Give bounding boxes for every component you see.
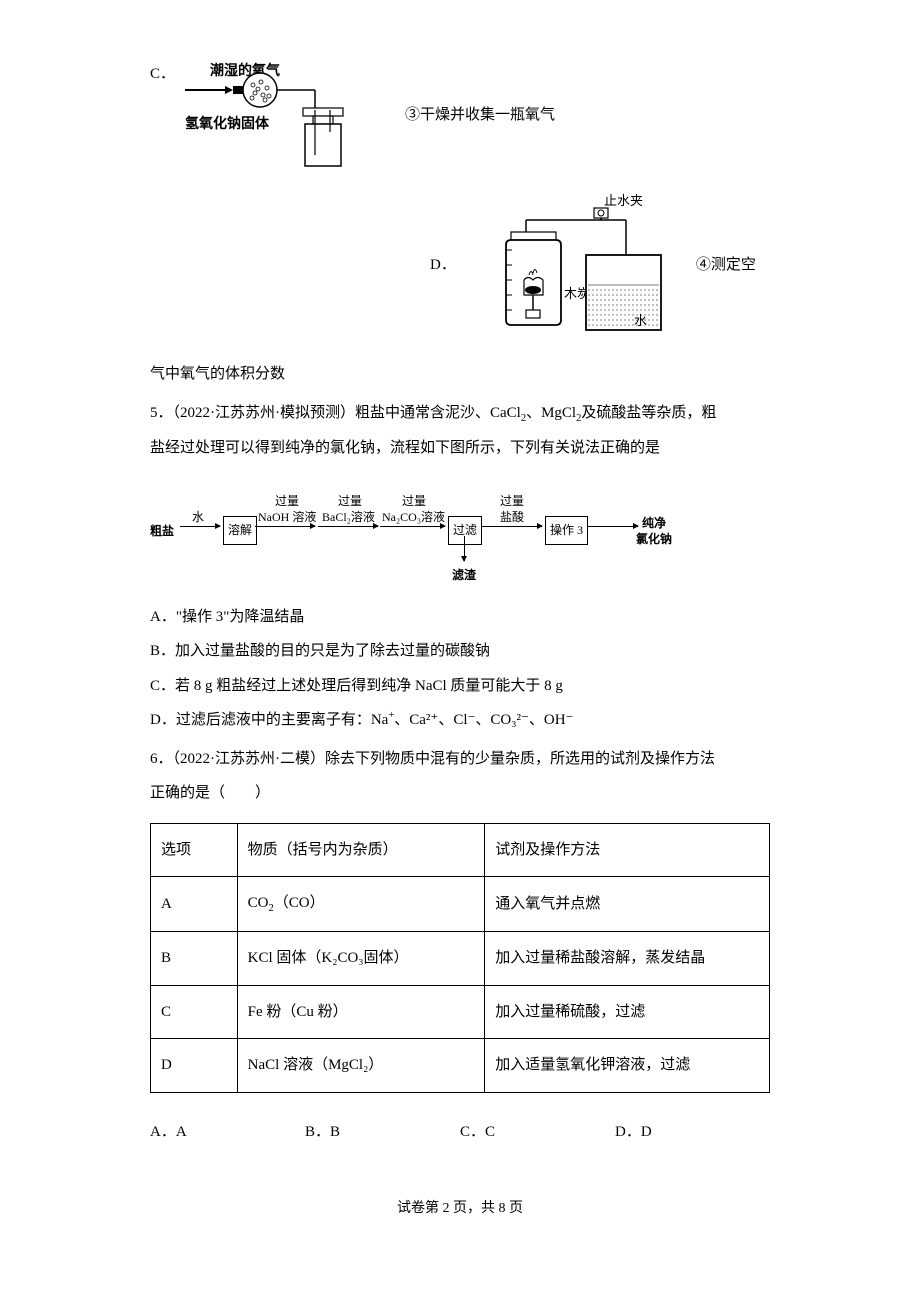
- q5-intro-mid: 、MgCl: [526, 405, 576, 421]
- q5-optd-ions: 、Ca²⁺、Cl⁻、CO₃²⁻、OH⁻: [394, 712, 573, 728]
- mat-a-main: CO: [248, 895, 269, 911]
- flow-dissolve: 溶解: [223, 516, 257, 545]
- q5-intro-line1: 5．（2022·江苏苏州·模拟预测）粗盐中通常含泥沙、CaCl2、MgCl2及硫…: [150, 399, 770, 429]
- table-row: A CO2（CO） 通入氧气并点燃: [151, 877, 770, 932]
- flow-naoh-bot: NaOH 溶液: [258, 506, 316, 529]
- cell-opt-d: D: [151, 1039, 238, 1093]
- cell-method-d: 加入适量氢氧化钾溶液，过滤: [485, 1039, 770, 1093]
- arrow-6: [588, 526, 638, 527]
- option-c-content: 潮湿的氧气 氢氧化钠固体 ③干燥并收集一瓶氧气: [185, 60, 555, 170]
- choice-d: D．D: [615, 1118, 770, 1147]
- cell-method-c: 加入过量稀硫酸，过滤: [485, 985, 770, 1039]
- q6-intro-line2: 正确的是（ ）: [150, 779, 770, 808]
- cell-method-a: 通入氧气并点燃: [485, 877, 770, 932]
- cell-opt-c: C: [151, 985, 238, 1039]
- cell-opt-a: A: [151, 877, 238, 932]
- diagram-charcoal-water: 止水夹 木炭: [486, 190, 676, 340]
- clamp-label: 止水夹: [604, 193, 643, 208]
- option-d-letter: D．: [430, 251, 456, 280]
- choice-a: A．A: [150, 1118, 305, 1147]
- option-c-desc: ③干燥并收集一瓶氧气: [405, 101, 555, 130]
- diagram-naoh-drying: 潮湿的氧气 氢氧化钠固体: [185, 60, 385, 170]
- header-method: 试剂及操作方法: [485, 823, 770, 877]
- flow-start: 粗盐: [150, 520, 174, 543]
- header-option: 选项: [151, 823, 238, 877]
- arrow-down: [464, 536, 465, 561]
- flow-filter: 过滤: [448, 516, 482, 545]
- flow-end-bot: 氯化钠: [636, 528, 672, 551]
- cell-mat-a: CO2（CO）: [237, 877, 485, 932]
- water-label: 水: [634, 313, 647, 328]
- option-c-letter: C．: [150, 60, 175, 89]
- q6-intro-line1: 6．（2022·江苏苏州·二模）除去下列物质中混有的少量杂质，所选用的试剂及操作…: [150, 745, 770, 774]
- q5-intro-line2: 盐经过处理可以得到纯净的氯化钠，流程如下图所示，下列有关说法正确的是: [150, 434, 770, 463]
- q5-intro-end: 及硫酸盐等杂质，粗: [581, 405, 716, 421]
- naoh-solid-label: 氢氧化钠固体: [185, 115, 270, 132]
- choice-b: B．B: [305, 1118, 460, 1147]
- table-row: B KCl 固体（K₂CO₃固体） 加入过量稀盐酸溶解，蒸发结晶: [151, 932, 770, 986]
- q5-continuation: 气中氧气的体积分数: [150, 360, 770, 389]
- page-footer: 试卷第 2 页，共 8 页: [150, 1196, 770, 1223]
- flow-op3: 操作 3: [545, 516, 588, 545]
- option-c-row: C． 潮湿的氧气 氢氧化钠固体: [150, 60, 770, 170]
- option-d-row: D． 止水夹 木炭: [430, 190, 770, 340]
- cell-opt-b: B: [151, 932, 238, 986]
- q5-flow-diagram: 粗盐 水 溶解 过量 NaOH 溶液 过量 BaCl₂溶液 过量 Na₂CO₃溶…: [150, 478, 770, 588]
- q5-intro-text1: 5．（2022·江苏苏州·模拟预测）粗盐中通常含泥沙、CaCl: [150, 405, 521, 421]
- flow-residue: 滤渣: [452, 564, 476, 587]
- table-row: D NaCl 溶液（MgCl₂） 加入适量氢氧化钾溶液，过滤: [151, 1039, 770, 1093]
- table-row: C Fe 粉（Cu 粉） 加入过量稀硫酸，过滤: [151, 985, 770, 1039]
- q6-choices: A．A B．B C．C D．D: [150, 1118, 770, 1147]
- q5-option-d: D．过滤后滤液中的主要离子有：Na+、Ca²⁺、Cl⁻、CO₃²⁻、OH⁻: [150, 706, 770, 735]
- cell-mat-c: Fe 粉（Cu 粉）: [237, 985, 485, 1039]
- q5-optd-pre: D．过滤后滤液中的主要离子有：Na: [150, 712, 388, 728]
- table-header-row: 选项 物质（括号内为杂质） 试剂及操作方法: [151, 823, 770, 877]
- q5-option-a: A．"操作 3"为降温结晶: [150, 603, 770, 632]
- choice-c: C．C: [460, 1118, 615, 1147]
- q5-option-c: C．若 8 g 粗盐经过上述处理后得到纯净 NaCl 质量可能大于 8 g: [150, 672, 770, 701]
- flow-water: 水: [192, 506, 204, 529]
- flow-bacl-bot: BaCl₂溶液: [322, 506, 375, 529]
- option-d-desc: ④测定空: [696, 251, 756, 280]
- header-material: 物质（括号内为杂质）: [237, 823, 485, 877]
- q6-table: 选项 物质（括号内为杂质） 试剂及操作方法 A CO2（CO） 通入氧气并点燃 …: [150, 823, 770, 1093]
- mat-a-imp: （CO）: [274, 895, 325, 911]
- cell-mat-d: NaCl 溶液（MgCl₂）: [237, 1039, 485, 1093]
- flow-hcl-bot: 盐酸: [500, 506, 524, 529]
- cell-method-b: 加入过量稀盐酸溶解，蒸发结晶: [485, 932, 770, 986]
- q5-option-b: B．加入过量盐酸的目的只是为了除去过量的碳酸钠: [150, 637, 770, 666]
- flow-naco-bot: Na₂CO₃溶液: [382, 506, 445, 529]
- cell-mat-b: KCl 固体（K₂CO₃固体）: [237, 932, 485, 986]
